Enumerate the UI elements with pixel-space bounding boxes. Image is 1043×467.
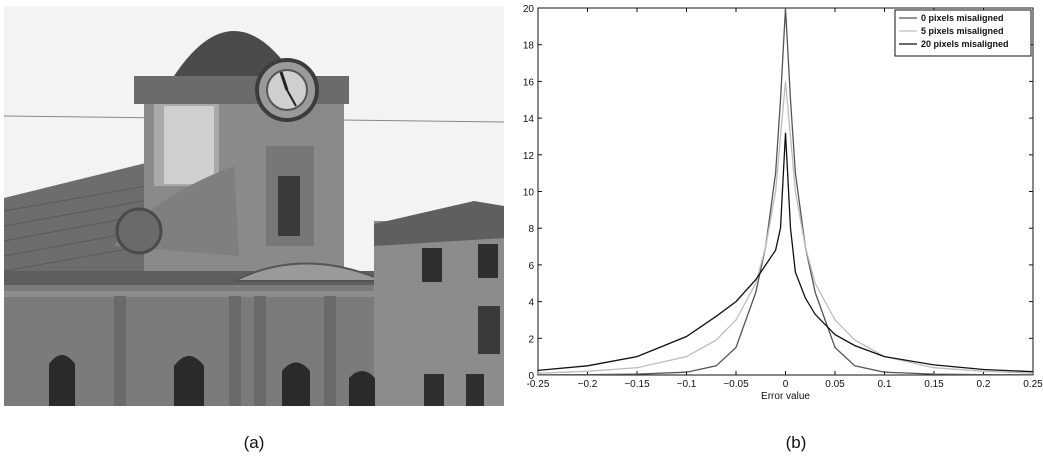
x-tick-label: -0.25 xyxy=(527,379,550,390)
y-tick-label: 8 xyxy=(528,224,534,235)
y-tick-label: 10 xyxy=(523,188,535,199)
y-tick-label: 18 xyxy=(523,41,535,52)
x-tick-label: 0.05 xyxy=(825,379,845,390)
error-distribution-chart: -0.25 −0.2 −0.15 −0.1 −0.05 0 0.05 0.1 0.15 0.2 0.… xyxy=(523,4,1043,402)
y-tick-label: 16 xyxy=(523,77,535,88)
y-tick-label: 6 xyxy=(528,261,534,272)
x-tick-label: −0.1 xyxy=(677,379,697,390)
x-tick-label: 0.25 xyxy=(1023,379,1043,390)
series-line-2 xyxy=(537,81,1034,374)
y-tick-label: 4 xyxy=(528,298,534,309)
plot-frame xyxy=(537,7,1034,376)
legend-entry-2: 5 pixels misaligned xyxy=(921,26,1004,36)
series-line-3 xyxy=(537,132,1034,373)
x-tick-label: 0.2 xyxy=(977,379,991,390)
x-tick-label: 0.15 xyxy=(924,379,944,390)
x-tick-label: −0.2 xyxy=(578,379,598,390)
y-tick-label: 0 xyxy=(528,371,534,382)
legend-entry-1: 0 pixels misaligned xyxy=(921,13,1004,23)
y-tick-label: 14 xyxy=(523,114,535,125)
y-tick-label: 2 xyxy=(528,334,534,345)
chart-panel: -0.25 −0.2 −0.15 −0.1 −0.05 0 0.05 0.1 0.15 0.2 0.… xyxy=(518,0,1043,420)
x-axis-label: Error value xyxy=(761,391,810,402)
x-tick-label: −0.05 xyxy=(723,379,749,390)
x-tick-label: 0 xyxy=(783,379,789,390)
panel-b-caption: (b) xyxy=(785,433,807,452)
y-tick-label: 12 xyxy=(523,151,535,162)
panel-a-caption: (a) xyxy=(243,433,265,452)
legend-entry-3: 20 pixels misaligned xyxy=(921,39,1009,49)
x-tick-label: −0.15 xyxy=(624,379,650,390)
legend-box xyxy=(894,9,1032,57)
building-photo xyxy=(4,6,504,406)
x-tick-label: 0.1 xyxy=(878,379,892,390)
y-tick-label: 20 xyxy=(523,4,535,15)
series-line-1 xyxy=(537,7,1034,376)
photo-panel xyxy=(4,6,504,406)
